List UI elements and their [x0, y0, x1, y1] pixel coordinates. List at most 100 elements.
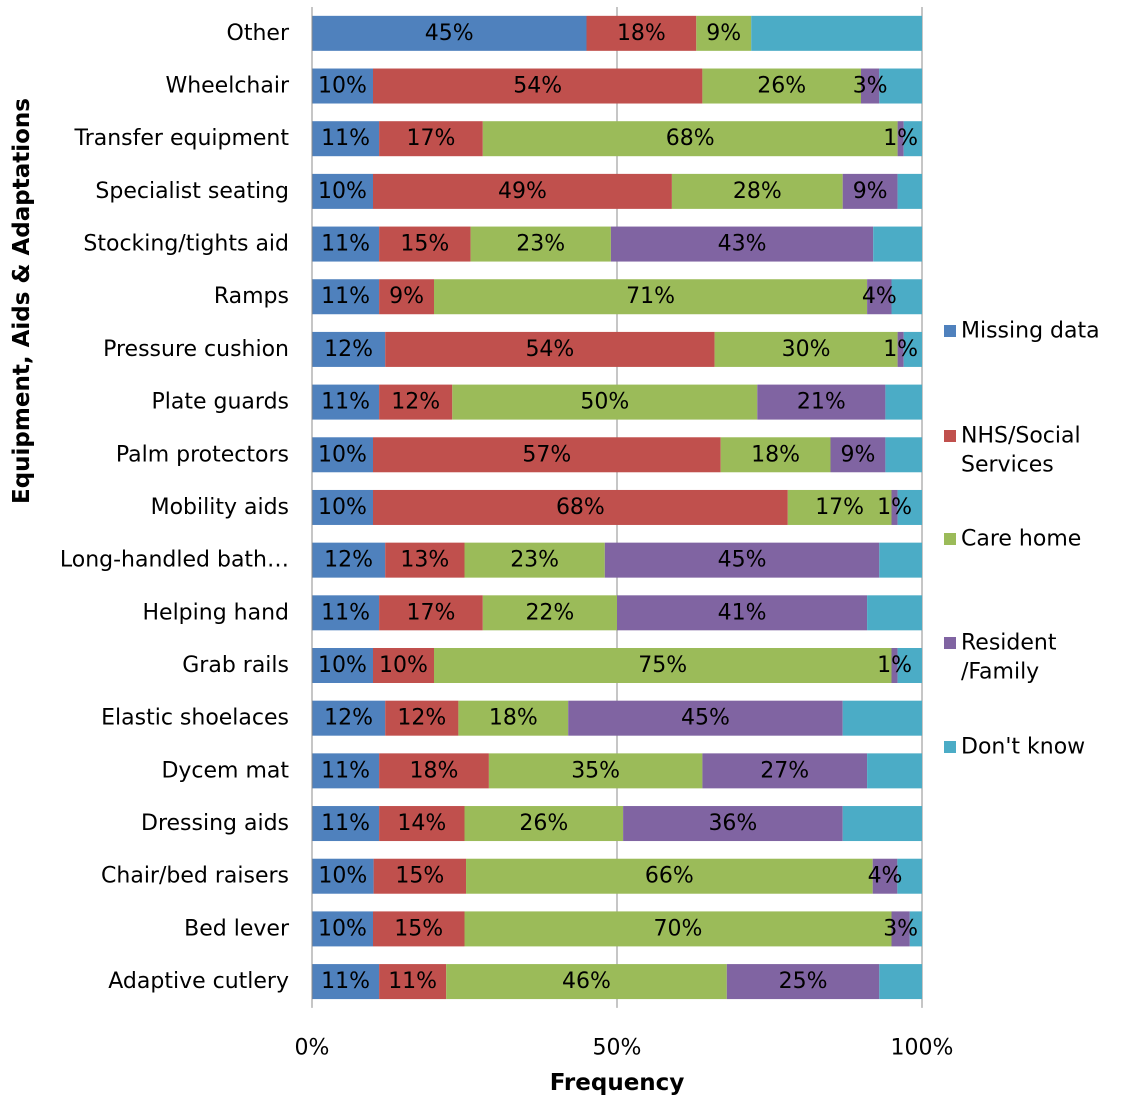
data-label: 30% — [782, 337, 831, 362]
bar-segment — [867, 595, 922, 630]
data-label: 9% — [853, 179, 888, 204]
bar-segment — [898, 174, 922, 209]
data-label: 35% — [571, 758, 620, 783]
data-label: 13% — [400, 548, 449, 573]
data-label: 11% — [321, 600, 370, 625]
data-label: 66% — [645, 864, 694, 889]
data-label: 10% — [318, 442, 367, 467]
x-tick-label: 50% — [593, 1036, 642, 1061]
data-label: 1% — [877, 653, 912, 678]
category-label: Stocking/tights aid — [83, 232, 289, 257]
category-label: Elastic shoelaces — [101, 706, 289, 731]
bar-segment — [843, 806, 922, 841]
category-label: Wheelchair — [165, 74, 290, 99]
data-label: 10% — [318, 74, 367, 99]
data-label: 10% — [318, 864, 367, 889]
data-label: 17% — [406, 600, 455, 625]
category-label: Transfer equipment — [73, 126, 289, 151]
bar-segment — [879, 543, 922, 578]
data-label: 11% — [388, 969, 437, 994]
data-label: 28% — [733, 179, 782, 204]
data-label: 17% — [406, 126, 455, 151]
data-label: 68% — [666, 126, 715, 151]
y-axis-title: Equipment, Aids & Adaptations — [9, 98, 35, 504]
data-label: 15% — [394, 916, 443, 941]
data-label: 12% — [391, 390, 440, 415]
data-label: 45% — [681, 706, 730, 731]
category-label: Chair/bed raisers — [101, 864, 289, 889]
data-label: 46% — [562, 969, 611, 994]
data-label: 9% — [389, 284, 424, 309]
category-label: Pressure cushion — [103, 337, 289, 362]
data-label: 57% — [522, 442, 571, 467]
legend-swatch — [944, 325, 956, 337]
category-label: Adaptive cutlery — [108, 969, 289, 994]
data-label: 23% — [510, 548, 559, 573]
data-label: 43% — [718, 232, 767, 257]
data-label: 10% — [318, 916, 367, 941]
category-label: Bed lever — [184, 916, 290, 941]
data-label: 18% — [410, 758, 459, 783]
legend-swatch — [944, 533, 956, 545]
data-label: 25% — [779, 969, 828, 994]
data-label: 3% — [853, 74, 888, 99]
category-label: Other — [227, 21, 290, 46]
data-label: 23% — [516, 232, 565, 257]
data-label: 50% — [580, 390, 629, 415]
data-label: 11% — [321, 232, 370, 257]
category-label: Dycem mat — [161, 758, 289, 783]
data-label: 17% — [815, 495, 864, 520]
category-label: Plate guards — [152, 390, 290, 415]
category-label: Palm protectors — [116, 442, 289, 467]
data-label: 11% — [321, 811, 370, 836]
data-label: 11% — [321, 390, 370, 415]
x-tick-label: 100% — [891, 1036, 954, 1061]
data-label: 9% — [840, 442, 875, 467]
data-label: 4% — [868, 864, 903, 889]
legend-swatch — [944, 637, 956, 649]
data-label: 12% — [324, 548, 373, 573]
bar-segment — [751, 16, 922, 51]
category-label: Helping hand — [142, 600, 289, 625]
data-label: 27% — [760, 758, 809, 783]
category-label: Dressing aids — [141, 811, 289, 836]
category-label: Grab rails — [182, 653, 289, 678]
data-label: 4% — [862, 284, 897, 309]
data-label: 75% — [638, 653, 687, 678]
data-label: 12% — [397, 706, 446, 731]
data-label: 11% — [321, 284, 370, 309]
data-label: 36% — [708, 811, 757, 836]
data-label: 10% — [379, 653, 428, 678]
data-label: 12% — [324, 337, 373, 362]
data-label: 10% — [318, 495, 367, 520]
bar-segment — [843, 701, 922, 736]
data-label: 1% — [883, 337, 918, 362]
data-label: 21% — [797, 390, 846, 415]
data-label: 1% — [883, 126, 918, 151]
legend-swatch — [944, 741, 956, 753]
data-label: 11% — [321, 126, 370, 151]
legend-label: Services — [961, 453, 1054, 478]
data-label: 9% — [706, 21, 741, 46]
data-label: 11% — [321, 969, 370, 994]
category-label: Long-handled bath… — [60, 548, 289, 573]
data-label: 18% — [489, 706, 538, 731]
data-label: 71% — [626, 284, 675, 309]
bar-segment — [867, 753, 922, 788]
data-label: 3% — [883, 916, 918, 941]
data-label: 15% — [400, 232, 449, 257]
bar-segment — [885, 385, 922, 420]
legend-swatch — [944, 430, 956, 442]
data-label: 54% — [513, 74, 562, 99]
legend-label: Resident — [961, 631, 1057, 656]
x-tick-labels: 0% 50% 100% — [295, 1036, 954, 1061]
data-label: 18% — [617, 21, 666, 46]
data-label: 26% — [757, 74, 806, 99]
data-label: 54% — [525, 337, 574, 362]
data-label: 12% — [324, 706, 373, 731]
x-tick-label: 0% — [295, 1036, 330, 1061]
legend-label: Missing data — [961, 319, 1100, 344]
data-label: 10% — [318, 653, 367, 678]
data-label: 70% — [654, 916, 703, 941]
